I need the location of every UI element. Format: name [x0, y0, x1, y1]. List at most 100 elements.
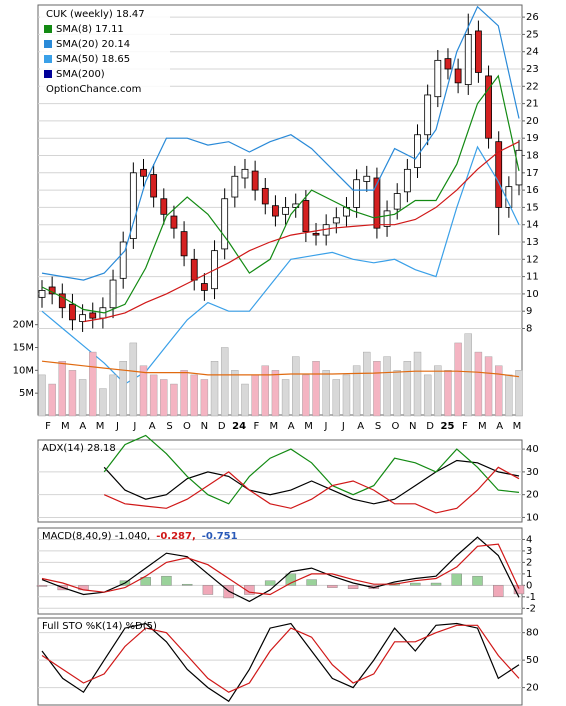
y-tick-label: 12 [526, 254, 539, 265]
candle-body [424, 94, 432, 136]
volume-bar [292, 356, 300, 417]
y-tick-label: -2 [526, 603, 536, 614]
volume-bar [332, 379, 341, 417]
histogram-bar [244, 585, 255, 595]
x-tick-label: S [166, 421, 172, 432]
x-tick-label: J [132, 421, 136, 432]
candle-body [109, 279, 117, 309]
y-tick-label: 11 [526, 272, 539, 283]
histogram-bar [306, 579, 317, 586]
volume-bar [393, 370, 401, 417]
y-tick-label: 23 [526, 64, 539, 75]
indicator-line [41, 360, 520, 378]
candle-body [515, 149, 523, 186]
candle-body [231, 175, 239, 198]
volume-bar [190, 374, 198, 417]
x-tick-label: 24 [232, 421, 246, 432]
y-tick-label: 0 [526, 580, 532, 591]
y-tick-label: 50 [526, 655, 539, 666]
candle-body [251, 170, 259, 191]
x-tick-label: A [79, 421, 86, 432]
histogram-bar [347, 585, 359, 589]
volume-bar [383, 356, 391, 417]
volume-bar [373, 361, 381, 417]
volume-bar [474, 351, 483, 417]
histogram-bar [451, 573, 462, 586]
sto-panel-frame [37, 617, 523, 706]
y-tick-label: 9 [526, 306, 532, 317]
volume-bar [495, 365, 503, 417]
indicator-line [103, 434, 520, 505]
volume-bar [231, 370, 239, 417]
x-tick-label: N [409, 421, 416, 432]
x-tick-label: A [288, 421, 295, 432]
candle-body [475, 30, 482, 73]
histogram-bar [285, 573, 297, 586]
x-tick-label: 25 [441, 421, 455, 432]
panel-title: MACD(8,40,9) -1.040, -0.287, -0.751 [42, 531, 238, 542]
panel-title-text: MACD(8,40,9) -1.040, [42, 531, 150, 542]
volume-bar [241, 383, 249, 417]
legend-swatch [44, 70, 52, 78]
y-tick-label: -1 [526, 592, 536, 603]
volume-bar [484, 356, 493, 417]
y-tick-label: 20 [526, 490, 539, 501]
indicator-line [41, 74, 520, 314]
y-tick-label: 22 [526, 81, 539, 92]
legend-swatch [44, 25, 52, 33]
histogram-bar [264, 580, 276, 586]
indicator-line [83, 141, 520, 323]
x-tick-label: D [218, 421, 226, 432]
candle-body [119, 241, 127, 279]
candle-body [332, 217, 340, 224]
price-panel-frame [37, 4, 523, 416]
candle-body [58, 293, 66, 309]
legend-title: CUK (weekly) 18.47 [46, 9, 145, 20]
x-tick-label: F [45, 421, 51, 432]
y-tick-label: 26 [526, 12, 539, 23]
candle-body [79, 314, 86, 322]
panel-title: ADX(14) 28.18 [42, 443, 116, 454]
candle-body [261, 187, 269, 205]
x-tick-label: J [115, 421, 119, 432]
volume-bar [444, 370, 452, 417]
candle-body [353, 179, 361, 208]
y-tick-label: 10 [526, 289, 539, 300]
candle-body [140, 168, 147, 177]
candle-body [485, 75, 492, 139]
volume-bar [363, 351, 371, 417]
y-tick-label: 3 [526, 546, 532, 557]
watermark: OptionChance.com [46, 84, 141, 95]
volume-bar [464, 333, 472, 417]
x-tick-label: M [269, 421, 278, 432]
indicator-line [103, 466, 520, 514]
y-tick-label: 5M [19, 388, 34, 399]
y-tick-label: 2 [526, 557, 532, 568]
candle-body [170, 215, 178, 229]
y-tick-label: 1 [526, 569, 532, 580]
candle-body [89, 312, 97, 319]
histogram-bar [327, 585, 338, 588]
volume-bar [99, 388, 107, 417]
candle-body [69, 303, 76, 321]
volume-bar [454, 342, 462, 417]
candle-body [160, 198, 168, 215]
volume-bar [38, 374, 46, 417]
candle-body [444, 58, 452, 70]
y-tick-label: 15 [526, 202, 539, 213]
volume-bar [170, 383, 178, 417]
x-tick-label: J [341, 421, 345, 432]
volume-bar [48, 383, 56, 417]
volume-bar [89, 351, 97, 417]
candle-body [393, 193, 401, 210]
panel-title: Full STO %K(14) %D(5) [42, 621, 157, 632]
volume-bar [342, 374, 351, 417]
volume-bar [312, 361, 320, 417]
candle-body [383, 210, 391, 227]
histogram-bar [202, 585, 214, 595]
x-tick-label: O [183, 421, 191, 432]
x-tick-label: F [254, 421, 260, 432]
y-tick-label: 13 [526, 237, 539, 248]
volume-bar [251, 374, 259, 417]
